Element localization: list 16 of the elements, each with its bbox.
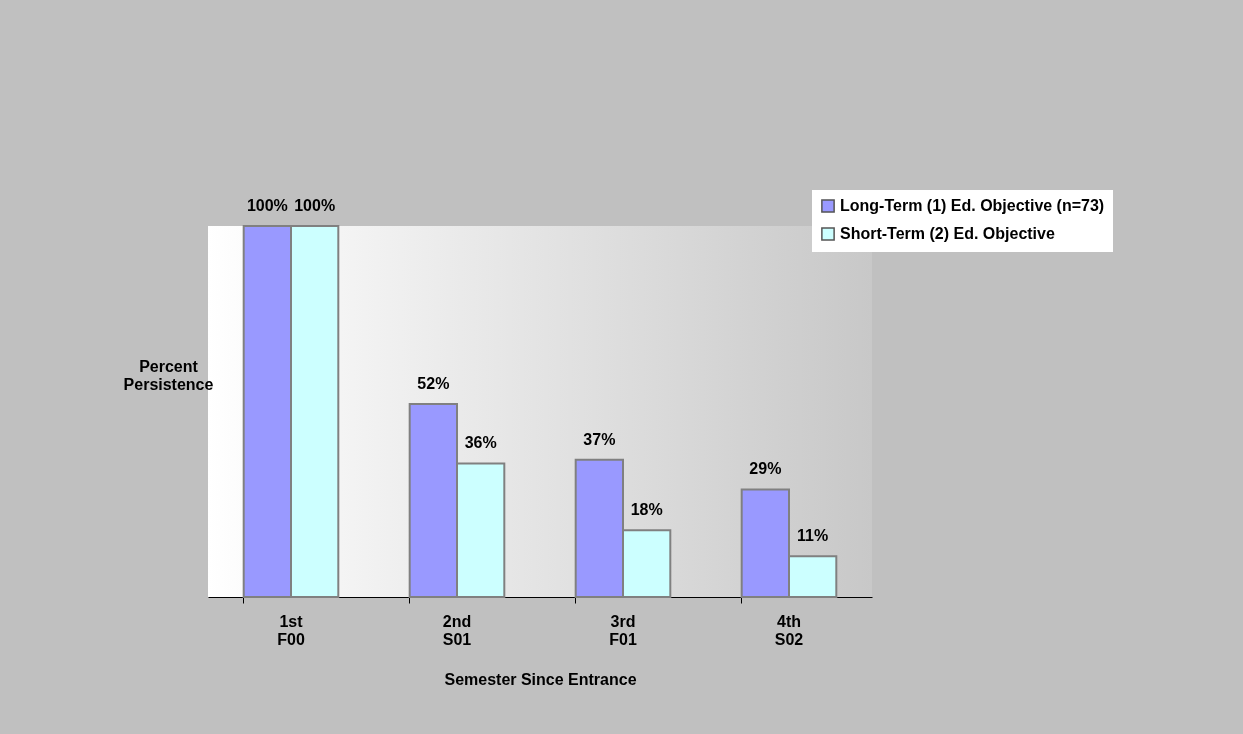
x-tick-label: 1st F00 <box>277 612 305 648</box>
x-tick-label: 3rd F01 <box>609 612 637 648</box>
text: 18% <box>630 501 663 519</box>
text: Long-Term (1) Ed. Objective (n=73) <box>840 197 1105 214</box>
y-axis-title: Percent Persistence <box>123 357 214 393</box>
legend-label: Short-Term (2) Ed. Objective <box>840 225 1055 242</box>
x-axis-title: Semester Since Entrance <box>444 670 637 688</box>
text: 29% <box>749 460 782 478</box>
text: 37% <box>583 430 616 448</box>
text: 52% <box>417 375 450 393</box>
text: 36% <box>464 434 497 452</box>
x-tick-label: 4th S02 <box>774 612 804 648</box>
x-tick-label: 2nd S01 <box>442 612 472 648</box>
text: 100% <box>246 197 288 214</box>
text: 100% <box>294 197 336 214</box>
text: 11% <box>797 527 829 545</box>
